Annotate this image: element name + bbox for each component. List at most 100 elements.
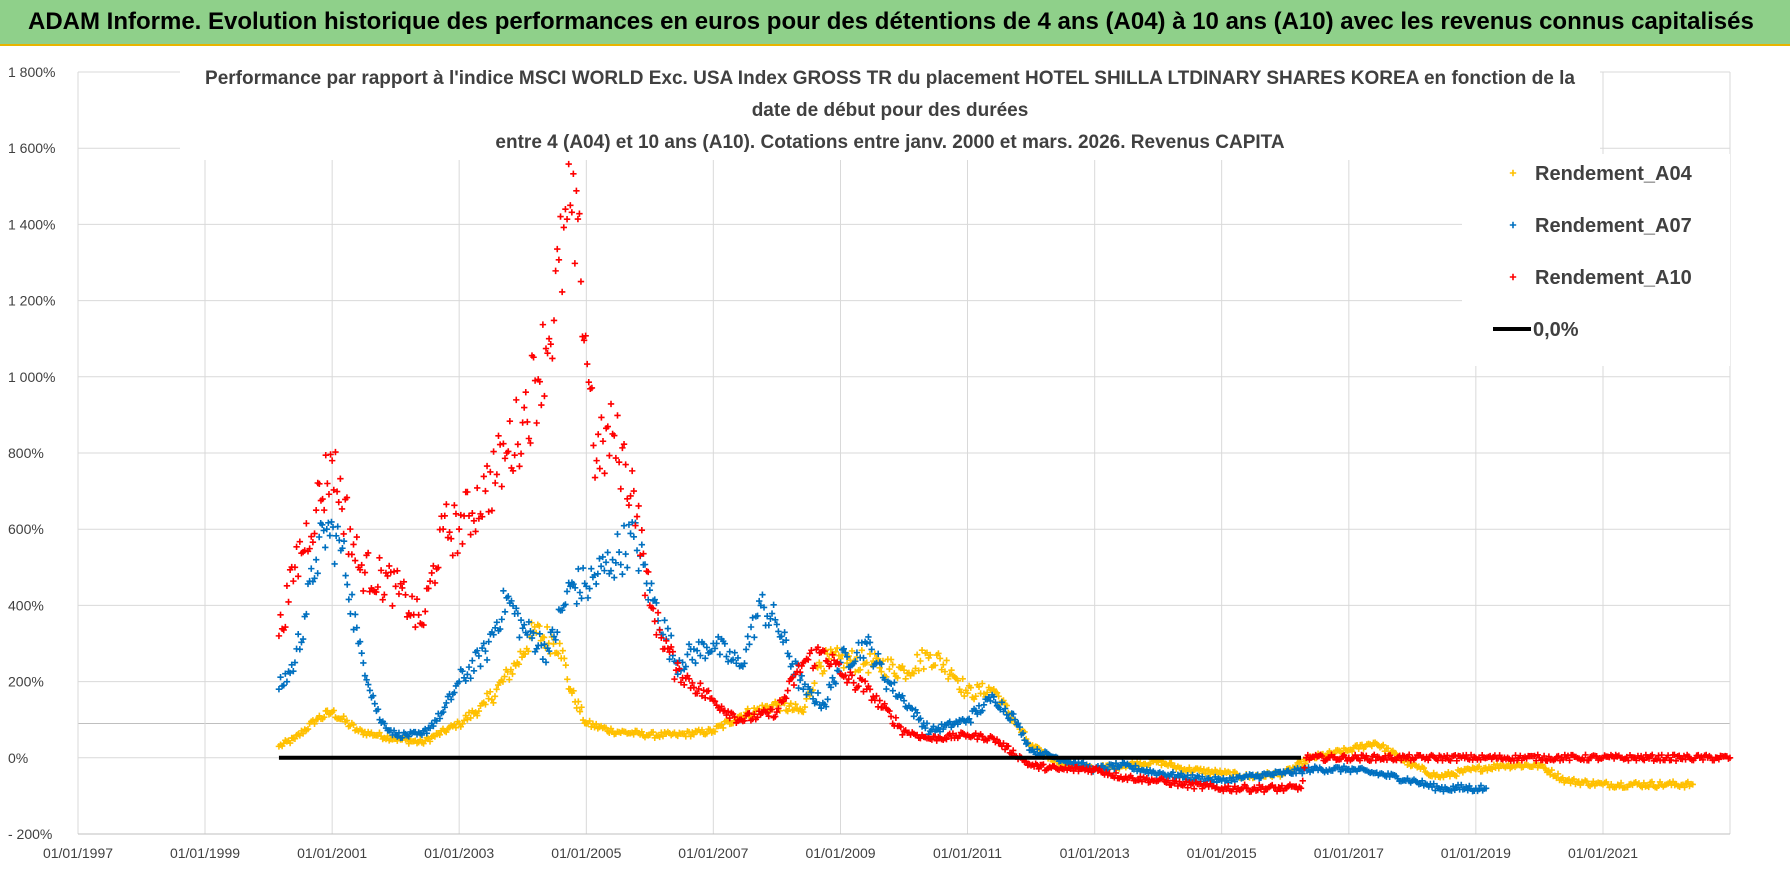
data-point (1433, 782, 1441, 790)
data-point (364, 549, 372, 557)
data-point (674, 671, 681, 678)
data-point (941, 668, 949, 675)
data-point (365, 681, 372, 688)
data-point (350, 541, 357, 548)
data-point (763, 709, 771, 716)
data-point (1453, 757, 1460, 764)
data-point (536, 622, 543, 630)
data-point (685, 675, 693, 683)
data-point (344, 581, 351, 588)
data-point (324, 707, 331, 714)
data-point (993, 689, 1001, 696)
data-point (711, 645, 719, 652)
data-point (702, 655, 709, 662)
data-point (312, 506, 320, 514)
data-point (309, 717, 317, 724)
data-point (789, 674, 796, 681)
data-point (592, 580, 600, 588)
data-point (538, 401, 545, 409)
data-point (585, 379, 592, 386)
data-point (622, 461, 629, 468)
data-point (417, 620, 424, 627)
data-point (1392, 750, 1400, 757)
data-point (775, 705, 782, 712)
data-point (488, 507, 496, 514)
data-point (689, 679, 696, 687)
data-point (550, 633, 558, 640)
data-point (868, 646, 875, 653)
data-point (1440, 788, 1447, 795)
data-point (563, 588, 571, 595)
data-point (336, 537, 343, 544)
data-point (277, 673, 284, 681)
data-point (796, 676, 804, 684)
data-point (436, 526, 444, 533)
data-point (496, 625, 504, 633)
data-point (389, 602, 396, 610)
data-point (564, 676, 571, 683)
data-point (402, 591, 409, 599)
data-point (570, 687, 577, 695)
data-point (747, 623, 755, 631)
data-point (795, 684, 802, 692)
data-point (757, 602, 765, 609)
data-point (659, 732, 667, 740)
data-point (505, 448, 512, 455)
data-point (1645, 783, 1652, 791)
data-point (495, 432, 502, 440)
x-tick-label: 01/01/2003 (424, 845, 494, 861)
data-point (498, 616, 505, 623)
data-point (842, 649, 849, 656)
data-point (1299, 777, 1306, 785)
data-point (390, 727, 398, 734)
data-point (1648, 778, 1656, 786)
data-point (570, 580, 577, 588)
data-point (1405, 751, 1413, 758)
data-point (1002, 705, 1009, 712)
data-point (295, 573, 302, 580)
data-point (555, 256, 563, 264)
data-point (559, 647, 566, 654)
data-point (1182, 778, 1190, 785)
data-point (399, 734, 406, 741)
data-point (299, 635, 307, 643)
data-point (384, 572, 391, 580)
data-point (1661, 781, 1669, 789)
data-point (1231, 783, 1238, 790)
data-point (455, 526, 463, 533)
data-point (972, 730, 979, 737)
x-tick-label: 01/01/2017 (1314, 845, 1384, 861)
data-point (517, 450, 525, 457)
data-point (415, 611, 422, 619)
data-point (420, 621, 427, 629)
data-point (1363, 752, 1370, 760)
data-point (430, 722, 437, 730)
data-point (303, 520, 310, 527)
data-point (746, 641, 753, 648)
data-point (325, 491, 333, 498)
data-point (633, 547, 641, 554)
data-point (768, 706, 776, 713)
legend-box (1462, 154, 1730, 366)
data-point (1559, 774, 1566, 781)
data-point (487, 688, 494, 695)
data-point (858, 647, 866, 654)
data-point (1447, 757, 1454, 764)
data-point (509, 467, 517, 474)
data-point (726, 714, 733, 722)
data-point (316, 480, 323, 488)
data-point (545, 335, 553, 342)
data-point (361, 672, 369, 679)
data-point (920, 665, 927, 673)
data-point (1116, 763, 1123, 771)
data-point (889, 661, 896, 668)
data-point (611, 432, 618, 439)
data-point (549, 355, 556, 362)
data-point (695, 685, 702, 693)
data-point (615, 549, 623, 556)
data-point (601, 567, 608, 574)
data-point (311, 720, 318, 728)
data-point (918, 723, 926, 730)
data-point (827, 684, 835, 691)
data-point (356, 638, 364, 645)
